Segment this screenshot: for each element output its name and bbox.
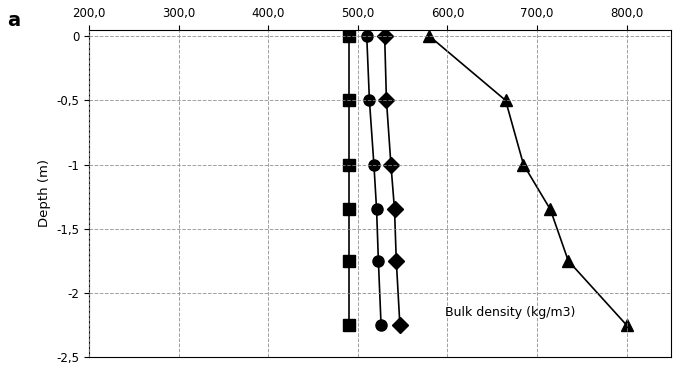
Text: a: a [7, 11, 20, 30]
Text: Bulk density (kg/m3): Bulk density (kg/m3) [445, 306, 575, 319]
Y-axis label: Depth (m): Depth (m) [38, 160, 51, 227]
